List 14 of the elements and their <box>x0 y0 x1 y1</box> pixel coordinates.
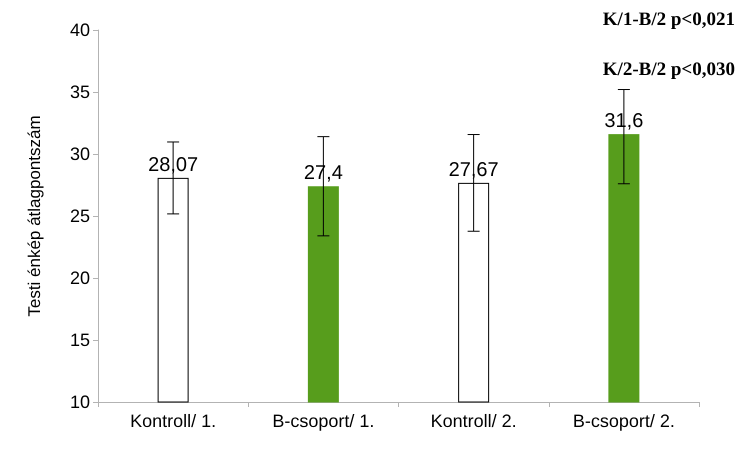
y-axis-title: Testi énkép átlagpontszám <box>25 115 44 317</box>
y-tick-label: 15 <box>70 330 90 350</box>
x-tick-label: Kontroll/ 2. <box>430 411 517 431</box>
y-tick-label: 25 <box>70 206 90 226</box>
y-tick-label: 10 <box>70 392 90 412</box>
text: K/1-B/2 p<0,021 <box>602 9 736 30</box>
y-tick-label: 35 <box>70 82 90 102</box>
y-tick-label: 30 <box>70 144 90 164</box>
x-tick-label: B-csoport/ 2. <box>572 411 675 431</box>
annotation: K/2-B/2 p<0,030 <box>602 59 736 80</box>
y-tick-label: 40 <box>70 20 90 40</box>
y-tick-label: 20 <box>70 268 90 288</box>
x-tick-label: Kontroll/ 1. <box>130 411 216 431</box>
x-tick-label: B-csoport/ 1. <box>272 411 374 431</box>
